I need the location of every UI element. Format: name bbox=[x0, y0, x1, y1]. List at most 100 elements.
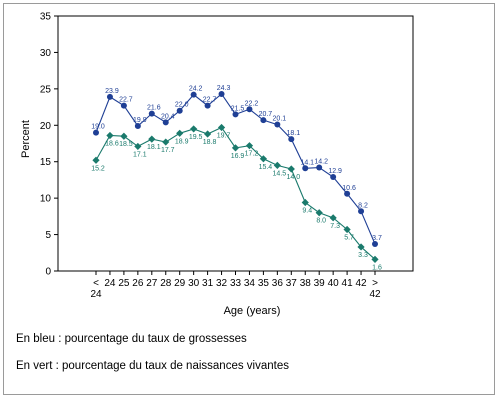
data-point bbox=[246, 106, 253, 113]
y-tick-label: 35 bbox=[40, 12, 52, 23]
x-tick-label: 27 bbox=[146, 278, 158, 289]
data-point bbox=[330, 174, 337, 181]
data-point bbox=[148, 135, 156, 143]
data-point bbox=[301, 198, 309, 207]
data-point bbox=[162, 119, 169, 126]
data-point bbox=[204, 102, 211, 109]
data-label: 21.6 bbox=[147, 105, 161, 112]
data-point bbox=[315, 209, 323, 217]
x-tick-label: 33 bbox=[230, 278, 242, 289]
data-label: 15.4 bbox=[259, 164, 273, 171]
data-point bbox=[245, 142, 254, 150]
data-point bbox=[371, 255, 379, 263]
data-point bbox=[329, 214, 337, 222]
data-label: 7.3 bbox=[330, 223, 340, 230]
data-point bbox=[120, 102, 127, 109]
data-point bbox=[357, 243, 365, 251]
data-label: 18.6 bbox=[105, 140, 119, 147]
data-point bbox=[93, 129, 99, 136]
data-point bbox=[288, 136, 295, 143]
data-point bbox=[343, 225, 351, 234]
data-label: 22.7 bbox=[203, 97, 217, 104]
data-label: 1.6 bbox=[372, 264, 382, 271]
data-point bbox=[218, 90, 225, 97]
data-label: 18.8 bbox=[203, 139, 217, 146]
data-point bbox=[190, 125, 198, 133]
x-tick-label: 31 bbox=[202, 278, 214, 289]
data-point bbox=[204, 130, 212, 138]
data-label: 16.9 bbox=[231, 153, 245, 160]
data-point bbox=[273, 161, 281, 169]
data-label: 23.9 bbox=[105, 88, 119, 95]
data-point bbox=[134, 123, 141, 130]
y-tick-label: 10 bbox=[40, 194, 52, 205]
data-point bbox=[120, 132, 128, 140]
y-axis-title: Percent bbox=[20, 120, 32, 158]
x-tick-label: 35 bbox=[258, 278, 270, 289]
y-tick-label: 0 bbox=[45, 267, 51, 278]
x-tick-label: 39 bbox=[314, 278, 326, 289]
x-tick-label: 40 bbox=[328, 278, 340, 289]
data-label: 8.0 bbox=[316, 218, 326, 225]
data-label: 24.2 bbox=[189, 86, 203, 93]
y-tick-label: 5 bbox=[45, 230, 51, 241]
y-tick-label: 20 bbox=[40, 121, 52, 132]
x-tick-label: 28 bbox=[160, 278, 172, 289]
data-point bbox=[176, 129, 184, 137]
y-tick-label: 30 bbox=[40, 48, 52, 59]
data-point bbox=[302, 165, 309, 172]
data-label: 14.0 bbox=[286, 174, 300, 181]
data-label: 17.7 bbox=[161, 147, 175, 154]
data-label: 19.5 bbox=[189, 134, 203, 141]
x-tick-label: 37 bbox=[286, 278, 298, 289]
data-point bbox=[217, 123, 226, 132]
data-point bbox=[231, 144, 240, 152]
data-label: 12.9 bbox=[328, 168, 342, 175]
x-tick-label: 29 bbox=[174, 278, 186, 289]
data-label: 21.5 bbox=[231, 105, 245, 112]
data-label: 22.0 bbox=[175, 102, 189, 109]
x-tick-label: 42 bbox=[369, 289, 381, 300]
y-tick-label: 15 bbox=[40, 157, 52, 168]
caption-green: En vert : pourcentage du taux de naissan… bbox=[16, 360, 289, 372]
data-point bbox=[372, 241, 378, 248]
data-label: 19.9 bbox=[133, 117, 147, 124]
data-label: 22.7 bbox=[119, 97, 133, 104]
data-label: 18.5 bbox=[119, 141, 133, 148]
data-label: 10.6 bbox=[342, 185, 356, 192]
data-label: 19.0 bbox=[91, 124, 105, 131]
x-tick-label: 26 bbox=[132, 278, 144, 289]
x-tick-label: > bbox=[372, 278, 378, 289]
data-label: 14.5 bbox=[273, 170, 287, 177]
data-point bbox=[232, 111, 239, 118]
data-point bbox=[344, 190, 351, 197]
data-label: 18.1 bbox=[147, 144, 161, 151]
data-label: 18.1 bbox=[286, 130, 300, 137]
data-point bbox=[274, 121, 281, 128]
series-layer: 19.023.922.719.921.620.422.024.222.724.3… bbox=[91, 85, 382, 271]
x-tick-label: < bbox=[93, 278, 99, 289]
data-label: 14.2 bbox=[314, 159, 328, 166]
data-label: 18.9 bbox=[175, 138, 189, 145]
data-point bbox=[106, 131, 114, 140]
data-point bbox=[260, 117, 267, 124]
x-tick-label: 24 bbox=[104, 278, 116, 289]
x-tick-label: 25 bbox=[118, 278, 130, 289]
data-point bbox=[176, 107, 183, 114]
data-point bbox=[259, 155, 267, 163]
data-point bbox=[316, 164, 323, 171]
data-label: 24.3 bbox=[217, 85, 231, 92]
x-tick-label: 36 bbox=[272, 278, 284, 289]
data-label: 17.2 bbox=[245, 151, 259, 158]
data-label: 20.7 bbox=[259, 111, 273, 118]
data-label: 5.7 bbox=[344, 234, 354, 241]
x-tick-label: 34 bbox=[244, 278, 256, 289]
x-axis-title: Age (years) bbox=[224, 305, 281, 317]
x-tick-label: 32 bbox=[216, 278, 228, 289]
data-label: 3.7 bbox=[372, 235, 382, 242]
data-point bbox=[358, 208, 365, 215]
data-label: 19.7 bbox=[217, 132, 231, 139]
data-label: 15.2 bbox=[91, 165, 105, 172]
